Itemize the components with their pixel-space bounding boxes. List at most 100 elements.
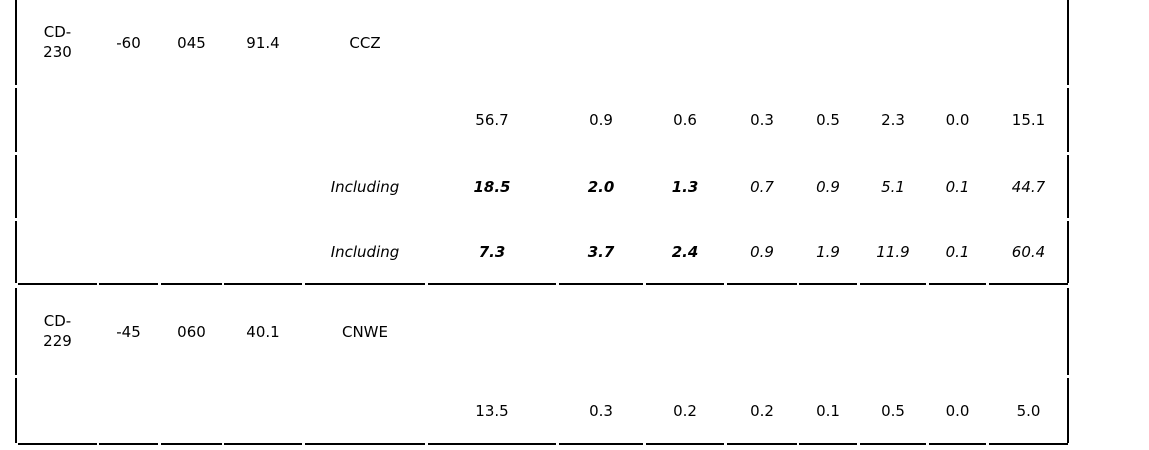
cell-text: 2.3 [881, 111, 905, 129]
cell-text: 0.9 [589, 111, 613, 129]
table-cell: 0.3 [559, 378, 643, 443]
table-cell: CD-229 [18, 288, 97, 375]
cell-text: 1.3 [671, 177, 699, 196]
table-cell: 0.1 [799, 378, 857, 443]
cell-text: 060 [177, 322, 206, 341]
cell-text: 0.1 [816, 401, 840, 420]
cell-text: 0.0 [945, 401, 970, 420]
table-cell: 40.1 [224, 288, 302, 375]
cell-text: 045 [177, 33, 206, 52]
row-separator [224, 283, 302, 285]
left-border [15, 0, 17, 85]
left-border [15, 378, 17, 443]
table-cell: 2.4 [646, 221, 724, 283]
table-cell: 0.9 [727, 221, 797, 283]
right-border [1067, 0, 1069, 85]
row-separator [929, 283, 986, 285]
cell-text: 11.9 [876, 243, 910, 261]
table-cell: Including [305, 155, 425, 218]
table-cell: 0.2 [646, 378, 724, 443]
table-cell: 0.9 [559, 88, 643, 152]
right-border [1067, 88, 1069, 152]
row-separator [18, 443, 97, 445]
table-cell: 0.1 [929, 155, 986, 218]
cell-text: -45 [116, 322, 141, 341]
table-cell: 3.7 [559, 221, 643, 283]
row-separator [224, 443, 302, 445]
cell-text: 0.9 [816, 177, 840, 196]
row-separator [559, 283, 643, 285]
row-separator [305, 283, 425, 285]
cell-text: 1.9 [816, 243, 840, 261]
left-border [15, 221, 17, 283]
table-cell: 2.3 [860, 88, 926, 152]
cell-text: 2.4 [671, 243, 699, 261]
cell-text: CNWE [341, 322, 388, 341]
cell-text: 5.0 [1016, 401, 1041, 420]
cell-text: CD-229 [43, 312, 72, 350]
row-separator [646, 283, 724, 285]
cell-text: 0.0 [945, 111, 970, 129]
table-cell: 0.9 [799, 155, 857, 218]
right-border [1067, 288, 1069, 375]
table-cell: 045 [161, 0, 222, 85]
table-cell: 56.7 [428, 88, 556, 152]
cell-text: 0.2 [750, 401, 774, 420]
cell-text: 15.1 [1011, 111, 1046, 129]
row-separator [18, 283, 97, 285]
cell-text: 44.7 [1011, 177, 1046, 196]
left-border [15, 155, 17, 218]
table-cell: CCZ [305, 0, 425, 85]
cell-text: 0.1 [945, 243, 970, 261]
cell-text: 0.3 [589, 401, 613, 420]
table-cell: 1.3 [646, 155, 724, 218]
row-separator [428, 283, 556, 285]
table-cell: 0.0 [929, 378, 986, 443]
table-cell: 91.4 [224, 0, 302, 85]
table-cell: 060 [161, 288, 222, 375]
table-cell: 11.9 [860, 221, 926, 283]
row-separator [305, 443, 425, 445]
row-separator [727, 283, 797, 285]
row-separator [161, 283, 222, 285]
cell-text: 13.5 [475, 401, 509, 420]
table-cell: -60 [99, 0, 158, 85]
cell-text: 0.6 [673, 111, 697, 129]
cell-text: 7.3 [478, 243, 506, 261]
cell-text: 3.7 [587, 243, 615, 261]
row-separator [428, 443, 556, 445]
row-separator [161, 443, 222, 445]
table-cell: CNWE [305, 288, 425, 375]
cell-text: 2.0 [587, 177, 615, 196]
row-separator [646, 443, 724, 445]
cell-text: 0.5 [816, 111, 840, 129]
right-border [1067, 378, 1069, 443]
row-separator [727, 443, 797, 445]
table-cell: Including [305, 221, 425, 283]
cell-text: 0.2 [673, 401, 697, 420]
cell-text: 0.7 [750, 177, 774, 196]
right-border [1067, 155, 1069, 218]
table-cell: 0.7 [727, 155, 797, 218]
cell-text: 60.4 [1011, 243, 1046, 261]
cell-text: Including [330, 177, 400, 196]
table-cell: 44.7 [989, 155, 1068, 218]
row-separator [799, 283, 857, 285]
cell-text: -60 [116, 33, 141, 52]
table-cell: 0.3 [727, 88, 797, 152]
cell-text: 0.1 [945, 177, 970, 196]
row-separator [559, 443, 643, 445]
row-separator [860, 443, 926, 445]
cell-text: 56.7 [475, 111, 509, 129]
table-cell: 0.0 [929, 88, 986, 152]
table-cell: 0.5 [799, 88, 857, 152]
left-border [15, 88, 17, 152]
row-separator [799, 443, 857, 445]
table-cell: 60.4 [989, 221, 1068, 283]
cell-text: 40.1 [246, 322, 280, 341]
table-cell: 5.0 [989, 378, 1068, 443]
row-separator [989, 283, 1068, 285]
row-separator [860, 283, 926, 285]
cell-text: 91.4 [246, 33, 280, 52]
row-separator [989, 443, 1068, 445]
